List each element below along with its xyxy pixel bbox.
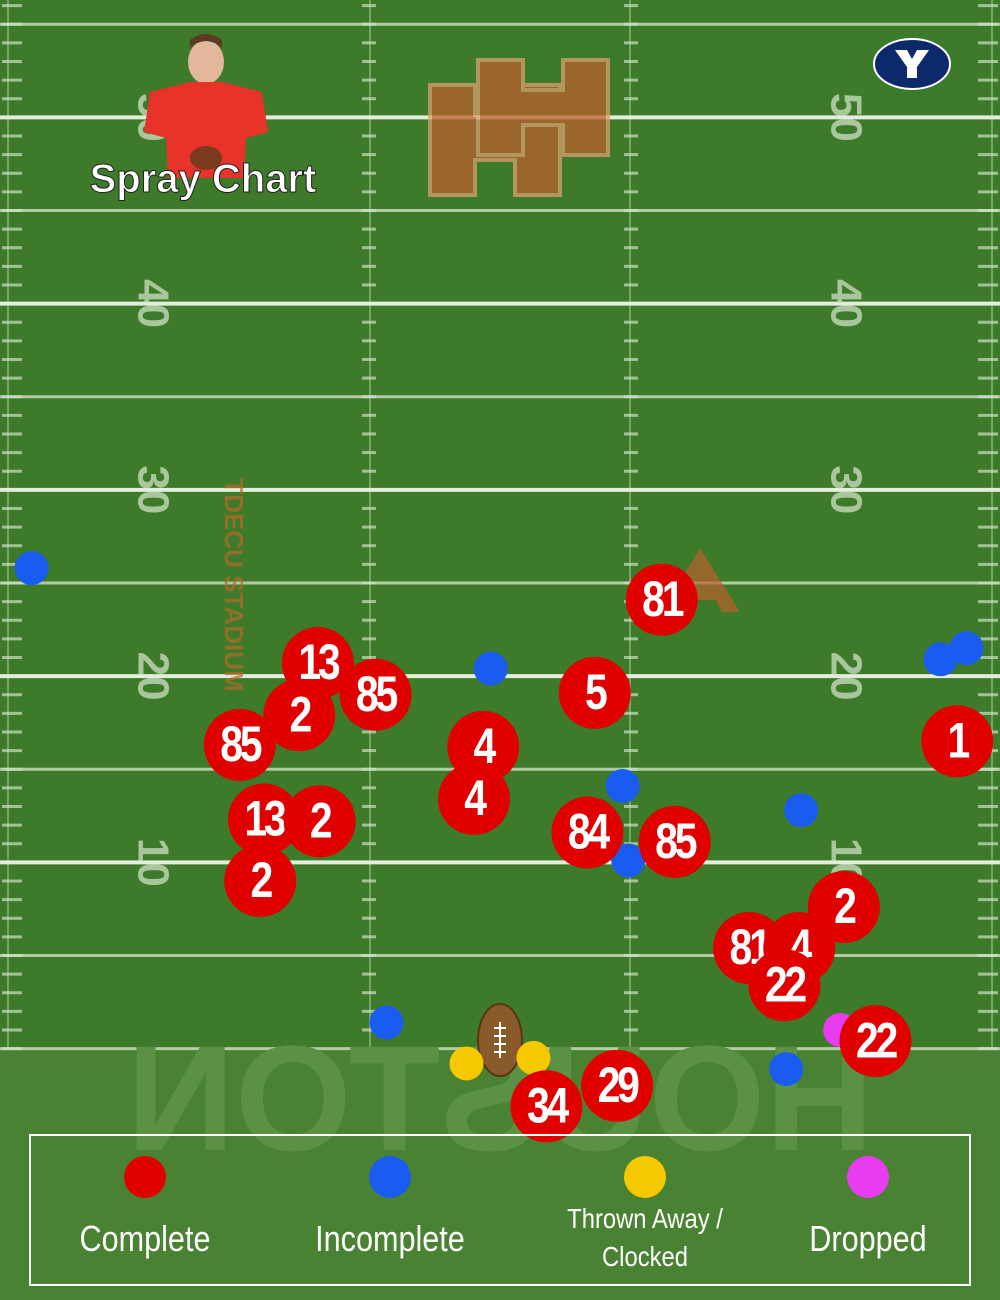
legend: [124, 1156, 889, 1198]
legend-label: Thrown Away / Clocked: [567, 1203, 723, 1272]
throw-marker: [923, 642, 958, 677]
throw-marker: [369, 1005, 404, 1040]
complete-marker: [748, 949, 821, 1022]
throw-marker: [14, 551, 49, 586]
complete-marker: [203, 708, 276, 781]
receiver-number: 2: [310, 793, 332, 849]
backfield: [0, 1048, 1000, 1300]
complete-marker: [921, 705, 994, 778]
complete-marker: [510, 1070, 583, 1143]
receiver-number: 13: [244, 791, 285, 847]
complete-marker: [227, 783, 300, 856]
stadium-text: TDECU STADIUM: [219, 478, 249, 691]
legend-marker: [624, 1156, 666, 1198]
complete-marker: [638, 805, 711, 878]
yard-number: 40: [821, 279, 870, 328]
yard-number: 20: [128, 652, 177, 701]
complete-marker: [283, 785, 356, 858]
yard-number: 10: [128, 838, 177, 887]
legend-label: Incomplete: [315, 1218, 465, 1259]
receiver-number: 85: [356, 666, 398, 722]
yard-number: 20: [821, 652, 870, 701]
legend-marker: [369, 1156, 411, 1198]
throw-marker: [784, 793, 819, 828]
legend-box: [29, 1134, 971, 1286]
complete-marker: [263, 679, 336, 752]
yard-number: 40: [128, 279, 177, 328]
throw-marker: [449, 1046, 484, 1081]
receiver-number: 22: [765, 957, 806, 1013]
receiver-number: 29: [598, 1057, 639, 1113]
h-logo: [428, 58, 610, 197]
receiver-number: 84: [568, 804, 611, 860]
throw-marker: [605, 768, 640, 803]
receiver-number: 2: [250, 852, 272, 908]
throw-marker: [769, 1052, 804, 1087]
receiver-number: 22: [856, 1012, 897, 1068]
complete-marker: [551, 796, 624, 869]
byu-logo-y: [895, 50, 929, 78]
complete-marker: [339, 658, 412, 731]
receiver-number: 5: [585, 664, 607, 720]
yard-number: 30: [128, 465, 177, 514]
complete-marker: [224, 844, 297, 917]
complete-marker: [558, 656, 631, 729]
receiver-number: 2: [289, 687, 311, 743]
receiver-number: 1: [947, 713, 969, 769]
throw-marker: [949, 631, 984, 666]
receiver-number: 34: [527, 1078, 570, 1134]
legend-label: Dropped: [809, 1218, 927, 1259]
receiver-number: 81: [642, 571, 684, 627]
legend-marker: [847, 1156, 889, 1198]
legend-marker: [124, 1156, 166, 1198]
receiver-number: 85: [655, 813, 697, 869]
receiver-number: 2: [834, 878, 856, 934]
complete-marker: [625, 563, 698, 636]
complete-marker: [437, 762, 510, 835]
football-laces: [494, 1022, 506, 1058]
complete-marker: [839, 1005, 912, 1078]
player-photo: [144, 34, 268, 178]
complete-marker: [581, 1049, 654, 1122]
yard-number: 50: [821, 93, 870, 142]
throw-marker: [516, 1040, 551, 1075]
chart-title: Spray Chart: [90, 157, 317, 201]
throw-marker: [473, 651, 508, 686]
throw-marker: [611, 843, 646, 878]
receiver-number: 85: [220, 716, 262, 772]
legend-label: Complete: [79, 1218, 211, 1259]
yard-number: 30: [821, 465, 870, 514]
